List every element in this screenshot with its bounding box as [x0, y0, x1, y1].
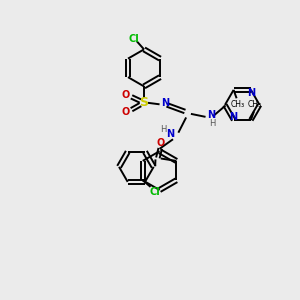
Text: Cl: Cl	[149, 187, 160, 197]
Text: O: O	[122, 90, 130, 100]
Text: CH₃: CH₃	[248, 100, 262, 109]
Text: O: O	[157, 138, 165, 148]
Text: S: S	[140, 96, 148, 109]
Text: N: N	[207, 110, 215, 120]
Text: N: N	[161, 98, 169, 108]
Text: H: H	[208, 119, 215, 128]
Text: N: N	[229, 112, 237, 122]
Text: CH₃: CH₃	[230, 100, 244, 109]
Text: Cl: Cl	[128, 34, 139, 44]
Text: N: N	[167, 129, 175, 139]
Text: N: N	[248, 88, 256, 98]
Text: O: O	[122, 107, 130, 117]
Text: H: H	[160, 125, 167, 134]
